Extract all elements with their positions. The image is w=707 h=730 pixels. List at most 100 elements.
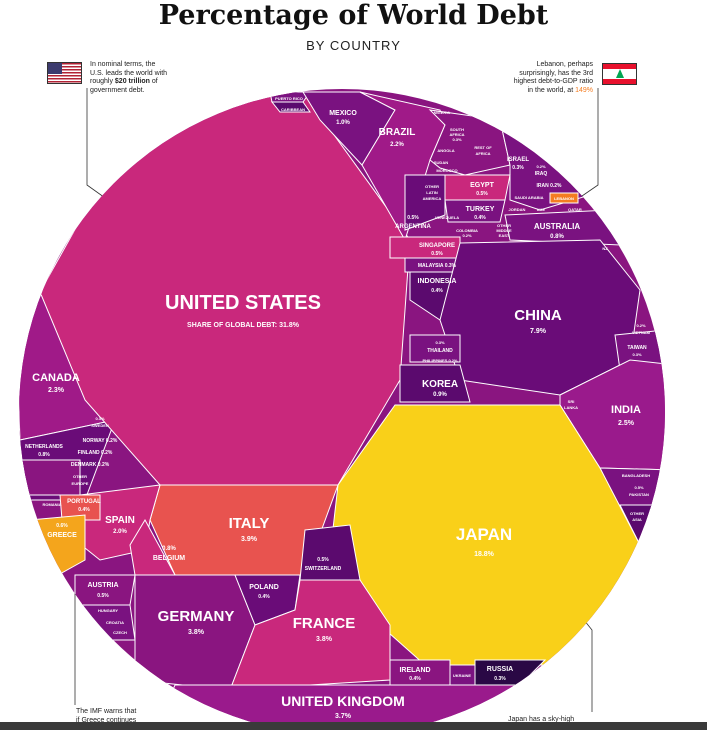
lebanon-annotation: Lebanon, perhaps surprisingly, has the 3… (478, 61, 593, 95)
label-india: INDIA (611, 404, 641, 416)
label-brazil: BRAZIL (379, 127, 416, 138)
label-turkey-v: 0.4% (474, 215, 486, 221)
label-sweden: SWEDEN (91, 423, 109, 428)
label-mexico-v: 1.0% (336, 120, 350, 126)
cell-latam (404, 174, 446, 231)
label-belgium-v: 0.8% (162, 546, 176, 552)
greece-note-line: if Greece continues (76, 716, 137, 724)
label-russia-v: 0.3% (494, 676, 506, 682)
label-uk: UNITED KINGDOM (281, 693, 405, 709)
label-poland: POLAND (249, 584, 279, 591)
label-morocco: MOROCCO (436, 168, 457, 173)
label-other-me-1: OTHER (497, 223, 511, 228)
label-mexico: MEXICO (329, 110, 357, 117)
us-annotation: In nominal terms, the U.S. leads the wor… (90, 61, 210, 95)
label-croatia: CROATIA (106, 620, 124, 625)
label-egypt-v: 0.5% (476, 191, 488, 197)
cell-portugal (59, 494, 101, 521)
label-thailand: THAILAND (427, 348, 453, 354)
label-hungary: HUNGARY (98, 608, 118, 613)
label-china-v: 7.9% (530, 328, 547, 335)
label-greece: GREECE (47, 532, 77, 539)
label-singapore-v: 0.5% (431, 251, 443, 257)
label-belgium: BELGIUM (153, 555, 185, 562)
lebanon-note-line: in the world, at 149% (527, 86, 593, 94)
window-bottom-bar (0, 722, 707, 730)
label-india-v: 2.5% (618, 420, 635, 427)
us-note-line: roughly $20 trillion of (90, 78, 158, 85)
label-argentina-v: 0.5% (407, 215, 419, 221)
label-switzerland-v: 0.5% (317, 557, 329, 563)
label-other-me-3: EAST (499, 233, 510, 238)
label-portugal-v: 0.4% (78, 507, 90, 513)
cell-lebanon (549, 192, 579, 204)
label-angola: ANGOLA (437, 148, 454, 153)
us-note-line: government debt. (90, 86, 145, 94)
lebanon-flag-icon (602, 63, 637, 85)
label-canada-v: 2.3% (48, 387, 65, 394)
label-other-asia-2: ASIA (632, 517, 642, 522)
japan-annotation: Japan has a sky-high (508, 716, 628, 725)
label-denmark: DENMARK 0.2% (71, 462, 110, 468)
label-turkey: TURKEY (466, 206, 495, 213)
label-austria-v: 0.5% (97, 593, 109, 599)
label-iraq-v: 0.2% (536, 164, 546, 169)
label-rest-africa-1: REST OF (474, 145, 492, 150)
label-sweden-v: 0.3% (95, 416, 105, 421)
japan-note-line: Japan has a sky-high (508, 716, 575, 723)
label-other-latam-1: OTHER (425, 184, 439, 189)
label-caribbean: CARIBBEAN (281, 107, 305, 112)
label-puerto-rico: PUERTO RICO (275, 96, 303, 101)
label-norway: NORWAY 0.2% (83, 438, 118, 444)
label-other-latam-3: AMERICA (423, 196, 442, 201)
label-switzerland: SWITZERLAND (305, 566, 342, 572)
cell-korea (399, 364, 471, 403)
label-portugal: PORTUGAL (67, 499, 101, 505)
label-pacific-isles: PAC. ISLES (616, 233, 638, 238)
lebanon-note-line: highest debt-to-GDP ratio (513, 78, 593, 85)
label-colombia: COLOMBIA (456, 228, 478, 233)
label-finland: FINLAND 0.2% (78, 450, 113, 456)
cell-africa (428, 109, 511, 176)
label-japan: JAPAN (456, 525, 512, 544)
label-ireland-v: 0.4% (409, 676, 421, 682)
lebanon-note-line: Lebanon, perhaps (536, 61, 593, 68)
greece-annotation: The IMF warns that if Greece continues (76, 708, 176, 725)
label-japan-v: 18.8% (474, 551, 495, 558)
label-sudan: SUDAN (434, 160, 448, 165)
label-other-europe-2: EUROPE (72, 481, 89, 486)
label-vietnam: VIETNAM (632, 330, 651, 335)
label-qatar: QATAR (568, 207, 582, 212)
label-greece-v: 0.6% (56, 523, 68, 529)
label-rest-africa-2: AFRICA (475, 151, 490, 156)
label-other-latam-2: LATIN (426, 190, 438, 195)
label-jordan: JORDAN (509, 207, 526, 212)
label-colombia-v: 0.2% (462, 233, 472, 238)
cell-thailand (409, 334, 461, 363)
label-france: FRANCE (293, 615, 356, 632)
label-indonesia: INDONESIA (418, 278, 457, 285)
label-malaysia: MALAYSIA 0.3% (418, 263, 457, 269)
label-korea-v: 0.9% (433, 392, 447, 398)
label-saudi: SAUDI ARABIA (515, 195, 544, 200)
label-lebanon: LEBANON (554, 196, 574, 201)
label-indonesia-v: 0.4% (431, 288, 443, 294)
label-thailand-v: 0.3% (435, 340, 445, 345)
label-pakistan: PAKISTAN (629, 492, 649, 497)
label-taiwan-v: 0.3% (632, 352, 642, 357)
label-austria: AUSTRIA (87, 582, 118, 589)
label-taiwan: TAIWAN (627, 345, 647, 351)
lebanon-note-line: surprisingly, has the 3rd (519, 69, 593, 77)
label-south-africa-v: 0.3% (452, 137, 462, 142)
label-philippines: PHILIPPINES 0.2% (422, 358, 458, 363)
label-australia-v: 0.8% (550, 234, 564, 240)
label-poland-v: 0.4% (258, 594, 270, 600)
cell-caribbean (270, 101, 311, 113)
label-france-v: 3.8% (316, 636, 333, 643)
label-ukraine: UKRAINE (453, 673, 472, 678)
label-us-sub: SHARE OF GLOBAL DEBT: 31.8% (187, 322, 300, 329)
label-italy-v: 3.9% (241, 536, 258, 543)
label-canada: CANADA (32, 372, 80, 384)
chart-title: Percentage of World Debt (158, 0, 549, 31)
